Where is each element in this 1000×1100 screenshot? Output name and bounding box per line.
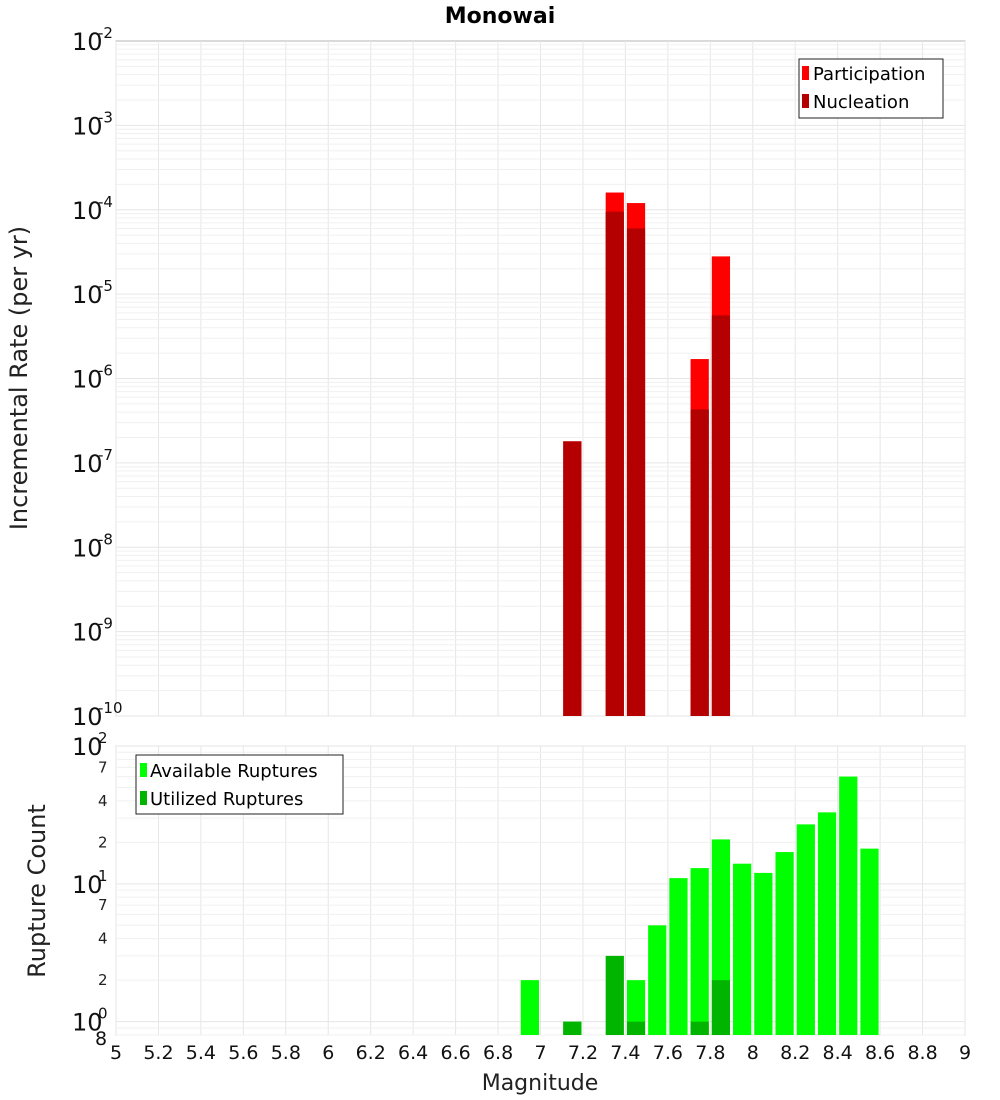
legend-label-nucleation: Nucleation (813, 92, 909, 113)
x-tick-label: 5 (110, 1042, 122, 1064)
rate-y-tick-exponent: -2 (98, 24, 113, 42)
utilized-ruptures-bar (563, 1021, 582, 1035)
x-tick-label: 5.2 (143, 1042, 173, 1064)
count-y-tick-exponent: 1 (98, 867, 108, 885)
available-ruptures-bar (648, 925, 667, 1035)
rate-y-tick-exponent: -6 (98, 362, 113, 380)
x-tick-label: 8.2 (780, 1042, 810, 1064)
available-ruptures-bar (860, 848, 879, 1035)
rate-y-tick-label: 10 (72, 534, 103, 562)
available-ruptures-bar (669, 878, 688, 1035)
nucleation-bar (690, 409, 709, 716)
rate-bars (563, 192, 731, 717)
x-tick-label: 7.4 (610, 1042, 640, 1064)
utilized-ruptures-bar (711, 980, 731, 1035)
x-tick-labels: 5 5.2 5.4 5.6 5.8 6 6.2 6.4 6.6 6.8 7 7.2 7.4 7.6 7.8 8… (110, 1042, 971, 1064)
count-y-tick-label: 10 (72, 871, 103, 899)
rate-y-tick-label: 10 (72, 281, 103, 309)
rate-y-tick-exponent: -7 (98, 446, 113, 464)
count-legend: Available Ruptures Utilized Ruptures (135, 754, 344, 815)
count-y-minor-tick-label: 4 (98, 930, 108, 948)
available-ruptures-bar (817, 812, 837, 1035)
x-tick-label: 7.2 (568, 1042, 598, 1064)
available-ruptures-bar (626, 980, 646, 1035)
count-y-minor-tick-label: 2 (98, 833, 108, 851)
x-tick-label: 5.6 (228, 1042, 258, 1064)
nucleation-bar (711, 315, 731, 716)
rate-y-tick-label: 10 (72, 197, 103, 225)
x-tick-label: 6.4 (398, 1042, 428, 1064)
x-tick-label: 8.4 (823, 1042, 853, 1064)
count-y-minor-tick-label: 4 (98, 792, 108, 810)
rate-y-axis-label: Incremental Rate (per yr) (5, 226, 33, 530)
count-y-minor-tick-label: 8 (95, 1028, 107, 1050)
count-y-tick-label: 10 (72, 733, 103, 761)
rate-y-tick-label: 10 (72, 619, 103, 647)
rate-y-tick-label: 10 (72, 450, 103, 478)
utilized-ruptures-bar (605, 955, 624, 1035)
x-tick-label: 6.6 (440, 1042, 470, 1064)
legend-swatch-nucleation (802, 94, 809, 108)
utilized-ruptures-bar (626, 1021, 646, 1035)
x-tick-label: 6.8 (483, 1042, 513, 1064)
x-tick-label: 5.8 (271, 1042, 301, 1064)
x-tick-label: 6 (322, 1042, 334, 1064)
rate-y-tick-exponent: -4 (98, 193, 113, 211)
rate-y-tick-label: 10 (72, 112, 103, 140)
rate-y-tick-exponent: -8 (98, 530, 113, 548)
rate-y-tick-label: 10 (72, 703, 103, 731)
available-ruptures-bar (775, 852, 794, 1035)
chart-title: Monowai (445, 4, 556, 29)
rate-y-tick-exponent: -9 (98, 615, 113, 633)
count-y-tick-label: 10 (72, 1009, 103, 1037)
available-ruptures-bar (839, 776, 858, 1035)
x-tick-label: 7 (534, 1042, 546, 1064)
nucleation-bar (605, 211, 624, 716)
count-y-axis-label: Rupture Count (23, 804, 51, 978)
legend-swatch-participation (802, 66, 809, 80)
count-legend-box (135, 754, 344, 815)
count-y-tick-exponent: 0 (98, 1005, 108, 1023)
nucleation-bar (563, 441, 582, 716)
x-tick-label: 7.6 (653, 1042, 683, 1064)
count-y-minor-tick-label: 2 (98, 971, 108, 989)
rate-gridlines (115, 41, 966, 717)
utilized-ruptures-bar (690, 1021, 709, 1035)
count-y-tick-exponent: 2 (98, 729, 108, 747)
count-y-minor-tick-label: 7 (98, 896, 108, 914)
count-y-minor-tick-label: 7 (98, 758, 108, 776)
legend-label-participation: Participation (813, 64, 925, 85)
available-ruptures-bar (754, 872, 773, 1035)
rate-y-tick-exponent: -5 (98, 277, 113, 295)
x-tick-label: 9 (959, 1042, 971, 1064)
available-ruptures-bar (733, 863, 752, 1035)
legend-swatch-available (140, 763, 147, 777)
rate-y-tick-label: 10 (72, 366, 103, 394)
rate-y-tick-exponent: -10 (98, 699, 123, 717)
rate-legend: Participation Nucleation (798, 58, 944, 119)
available-ruptures-bar (796, 824, 815, 1035)
x-tick-label: 8.6 (865, 1042, 895, 1064)
x-tick-label: 8 (747, 1042, 759, 1064)
rate-legend-box (798, 58, 944, 119)
rate-y-tick-exponent: -3 (98, 108, 113, 126)
x-tick-label: 8.8 (907, 1042, 937, 1064)
count-bars (520, 776, 879, 1035)
x-tick-label: 7.8 (695, 1042, 725, 1064)
nucleation-bar (626, 228, 646, 716)
available-ruptures-bar (690, 868, 709, 1035)
available-ruptures-bar (520, 980, 539, 1035)
x-axis-label: Magnitude (482, 1071, 599, 1096)
rate-y-tick-label: 10 (72, 28, 103, 56)
x-tick-label: 6.2 (356, 1042, 386, 1064)
legend-label-available: Available Ruptures (150, 761, 318, 782)
legend-label-utilized: Utilized Ruptures (150, 789, 303, 810)
x-tick-label: 5.4 (186, 1042, 216, 1064)
legend-swatch-utilized (140, 791, 147, 805)
